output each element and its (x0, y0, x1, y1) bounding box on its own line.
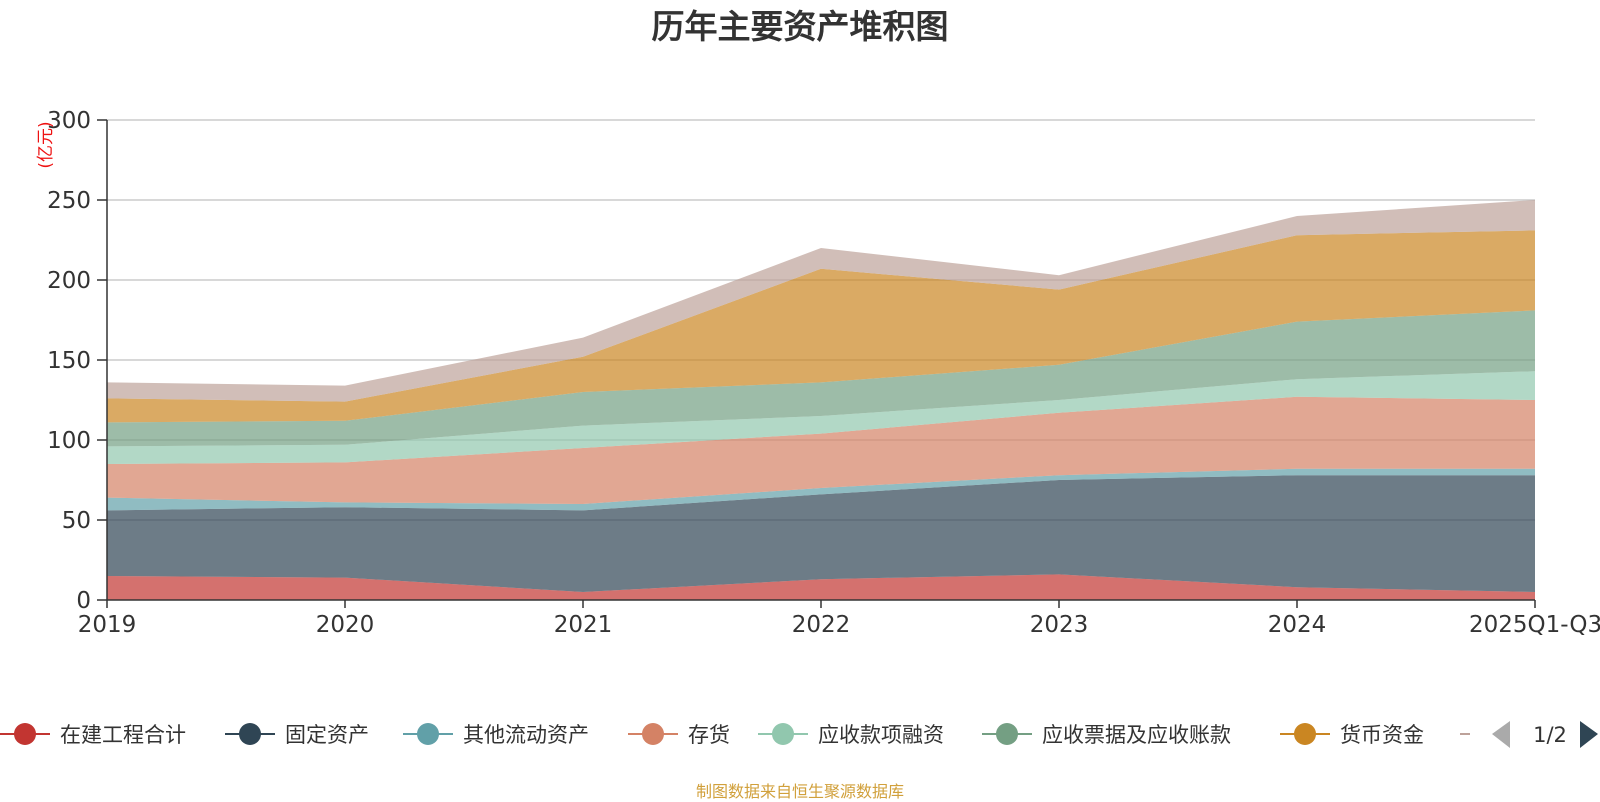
axes: 0 50 100 150 200 250 300 2019 2020 2021 2022 2023 20… (47, 108, 1600, 638)
area-series-8[interactable] (107, 200, 1535, 402)
legend-label: 在建工程合计 (60, 723, 186, 747)
legend-circle-icon (772, 723, 794, 745)
legend-label: 存货 (688, 723, 730, 747)
area-series-6[interactable] (107, 310, 1535, 447)
legend-item-7[interactable]: 货币资金 (1280, 723, 1424, 747)
x-tick-label-7: 2025Q1-Q3 (1469, 612, 1600, 638)
x-tick-label-5: 2023 (1030, 612, 1089, 638)
x-tick-label-1: 2019 (78, 612, 137, 638)
legend-circle-icon (417, 723, 439, 745)
legend-label: 货币资金 (1340, 723, 1424, 747)
legend-label: 其他流动资产 (463, 723, 589, 747)
area-series (107, 200, 1535, 600)
legend-item-4[interactable]: 存货 (628, 723, 730, 747)
area-series-3[interactable] (107, 468, 1535, 511)
legend-item-6[interactable]: 应收票据及应收账款 (982, 723, 1231, 747)
y-tick-label-300: 300 (47, 108, 91, 134)
y-axis-unit: (亿元) (36, 121, 56, 168)
legend-circle-icon (1294, 723, 1316, 745)
legend-item-2[interactable]: 固定资产 (225, 723, 369, 747)
legend-item-3[interactable]: 其他流动资产 (403, 723, 589, 747)
legend-circle-icon (642, 723, 664, 745)
y-tick-label-100: 100 (47, 428, 91, 454)
area-series-4[interactable] (107, 396, 1535, 504)
legend-circle-icon (996, 723, 1018, 745)
area-series-5[interactable] (107, 371, 1535, 464)
area-series-1[interactable] (107, 574, 1535, 600)
legend-label: 应收票据及应收账款 (1042, 723, 1231, 747)
source-note: 制图数据来自恒生聚源数据库 (695, 782, 904, 801)
area-series-7[interactable] (107, 230, 1535, 423)
y-tick-label-0: 0 (76, 588, 91, 614)
y-tick-label-200: 200 (47, 268, 91, 294)
legend-next-page-icon[interactable] (1580, 721, 1598, 748)
x-tick-label-4: 2022 (792, 612, 851, 638)
legend-prev-page-icon[interactable] (1492, 721, 1510, 748)
x-tick-label-3: 2021 (554, 612, 613, 638)
y-tick-label-150: 150 (47, 348, 91, 374)
y-tick-label-250: 250 (47, 188, 91, 214)
legend-circle-icon (239, 723, 261, 745)
chart-title: 历年主要资产堆积图 (652, 7, 949, 46)
legend-item-8[interactable]: 其他 (1460, 723, 1562, 747)
legend-label: 固定资产 (285, 723, 369, 747)
x-tick-label-6: 2024 (1268, 612, 1327, 638)
legend-items: 在建工程合计 固定资产 其他流动资产 存货 应收款项融资 应收票据及应收账款 货币资金 其他 (0, 723, 1562, 747)
legend-item-1[interactable]: 在建工程合计 (0, 723, 186, 747)
area-series-2[interactable] (107, 475, 1535, 592)
legend-page-indicator: 1/2 (1533, 723, 1567, 747)
legend-label: 应收款项融资 (818, 723, 944, 747)
y-tick-label-50: 50 (62, 508, 91, 534)
x-tick-label-2: 2020 (316, 612, 375, 638)
legend-circle-icon (14, 723, 36, 745)
legend-item-5[interactable]: 应收款项融资 (758, 723, 944, 747)
legend[interactable]: 在建工程合计 固定资产 其他流动资产 存货 应收款项融资 应收票据及应收账款 货币资金 其他1… (0, 721, 1598, 748)
